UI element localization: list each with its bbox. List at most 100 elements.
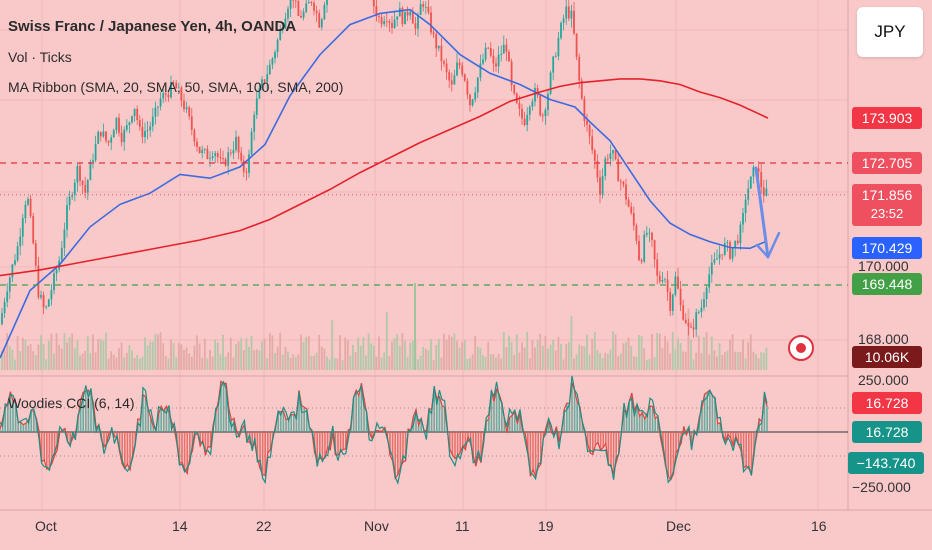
candle-body	[760, 171, 763, 188]
chart-title[interactable]: Swiss Franc / Japanese Yen, 4h, OANDA	[8, 18, 297, 35]
volume-bar	[170, 339, 172, 370]
volume-bar	[539, 333, 542, 370]
candle-body	[320, 19, 323, 28]
volume-bar	[638, 335, 640, 370]
volume-bar	[739, 351, 742, 370]
volume-bar	[518, 352, 521, 370]
volume-bar	[58, 344, 61, 370]
candle-body	[211, 156, 214, 159]
volume-bar	[375, 356, 378, 370]
candle-body	[536, 88, 539, 96]
ma-ribbon-legend[interactable]: MA Ribbon (SMA, 20, SMA, 50, SMA, 100, S…	[8, 79, 344, 95]
volume-bar	[651, 333, 653, 370]
volume-bar	[632, 356, 635, 370]
volume-bar	[211, 356, 214, 370]
volume-bar	[305, 337, 308, 370]
candle-body	[427, 6, 430, 13]
candle-body	[671, 294, 674, 311]
cci-line	[0, 380, 768, 481]
volume-bar	[612, 331, 614, 370]
volume-bar	[97, 339, 100, 370]
volume-bar	[710, 336, 713, 370]
volume-bar	[328, 359, 331, 370]
candle-body	[453, 75, 456, 85]
volume-bar	[570, 316, 573, 370]
volume-bar	[188, 353, 191, 370]
volume-bar	[427, 350, 430, 370]
candle-body	[27, 199, 29, 205]
volume-bar	[541, 345, 544, 370]
candle-body	[458, 62, 461, 66]
volume-legend[interactable]: Vol · Ticks	[8, 49, 72, 65]
volume-bar	[666, 341, 669, 370]
volume-bar	[19, 351, 22, 370]
candle-body	[664, 279, 666, 281]
volume-bar	[487, 342, 490, 370]
x-label-dec: Dec	[666, 518, 691, 534]
candle-body	[118, 117, 120, 133]
volume-bar	[653, 357, 656, 370]
candle-body	[604, 158, 607, 177]
volume-bar	[146, 345, 149, 370]
volume-bar	[513, 354, 516, 370]
candle-body	[151, 116, 154, 127]
volume-bar	[224, 356, 227, 370]
currency-button[interactable]: JPY	[857, 7, 923, 57]
candle-body	[573, 10, 575, 34]
candle-body	[300, 15, 302, 18]
volume-bar	[115, 357, 118, 370]
volume-bar	[747, 342, 750, 370]
cci-legend[interactable]: Woodies CCI (6, 14)	[8, 395, 135, 411]
volume-bar	[289, 357, 292, 370]
candle-body	[690, 326, 692, 328]
volume-bar	[123, 357, 126, 370]
candle-body	[562, 18, 565, 23]
volume-bar	[302, 341, 305, 370]
candle-body	[63, 229, 66, 248]
volume-bar	[216, 342, 219, 370]
candle-body	[206, 148, 209, 160]
volume-bar	[354, 352, 357, 370]
candle-body	[34, 243, 37, 266]
volume-bar	[349, 355, 352, 370]
candle-body	[736, 240, 739, 244]
candle-body	[102, 131, 105, 137]
candle-body	[81, 180, 84, 185]
volume-bar	[762, 352, 765, 370]
candle-body	[658, 275, 661, 282]
volume-bar	[1, 350, 3, 370]
candle-body	[541, 115, 544, 117]
candle-body	[643, 234, 646, 262]
volume-bar	[617, 356, 620, 370]
candle-body	[47, 299, 50, 307]
volume-bar	[671, 332, 674, 370]
candle-body	[209, 158, 211, 160]
volume-bar	[344, 337, 347, 370]
candle-body	[482, 59, 484, 64]
volume-bar	[393, 338, 396, 370]
candle-body	[294, 0, 297, 2]
volume-bar	[341, 359, 344, 370]
volume-bar	[138, 358, 141, 370]
volume-bar	[760, 352, 763, 370]
volume-bar	[107, 358, 110, 370]
cci-value-badge-teal: 16.728	[852, 421, 922, 443]
volume-bar	[669, 353, 672, 370]
candle-body	[375, 6, 378, 17]
candle-body	[765, 188, 768, 196]
volume-bar	[492, 354, 495, 370]
volume-bar	[258, 350, 261, 370]
volume-bar	[599, 353, 601, 370]
record-icon[interactable]	[788, 335, 814, 361]
volume-bar	[55, 333, 58, 370]
volume-bar	[242, 350, 245, 370]
candle-body	[422, 4, 425, 7]
volume-bar	[336, 358, 339, 370]
volume-bar	[443, 333, 445, 370]
candle-body	[157, 106, 159, 108]
volume-bar	[105, 332, 107, 370]
candle-body	[502, 44, 505, 54]
volume-bar	[133, 357, 136, 370]
candle-body	[697, 312, 700, 313]
